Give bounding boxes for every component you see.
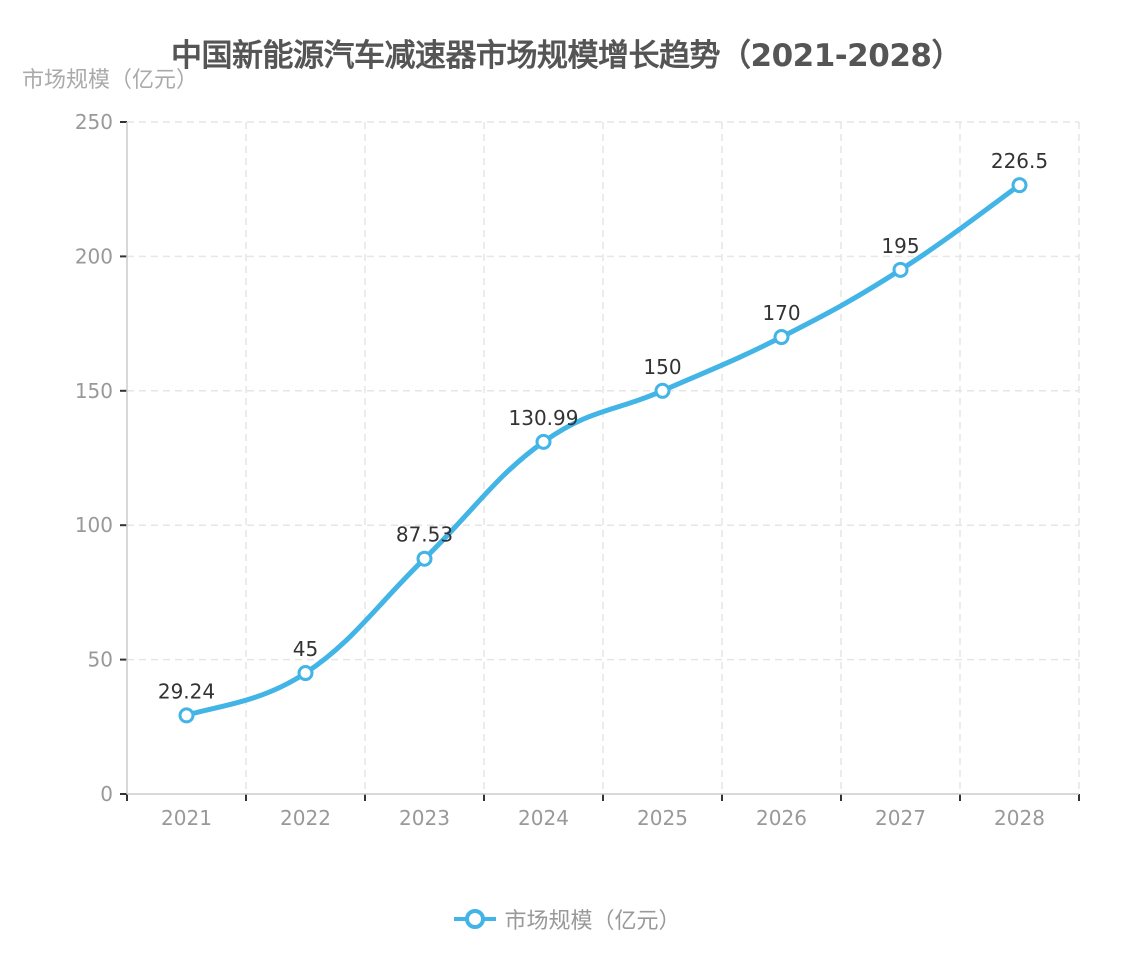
x-tick-label: 2028: [994, 806, 1045, 830]
data-label: 130.99: [509, 406, 579, 430]
x-tick-label: 2025: [637, 806, 688, 830]
y-tick-label: 100: [75, 513, 113, 537]
data-point-marker: [297, 665, 314, 682]
legend-label: 市场规模（亿元）: [504, 909, 681, 934]
x-tick-label: 2021: [161, 806, 212, 830]
data-labels: 29.24 45 87.53 130.99 150 170 195 226.5: [158, 149, 1048, 703]
legend-line-circle-icon: [454, 909, 497, 929]
x-tick-label: 2027: [875, 806, 926, 830]
x-tick-label: 2023: [399, 806, 450, 830]
y-tick-label: 50: [88, 648, 113, 672]
data-label: 226.5: [991, 149, 1048, 173]
legend[interactable]: 市场规模（亿元）: [0, 903, 1133, 935]
series-path: [184, 182, 1022, 718]
data-point-marker: [416, 550, 433, 567]
data-label: 87.53: [396, 523, 453, 547]
data-label: 45: [293, 637, 318, 661]
x-tick-label: 2024: [518, 806, 569, 830]
y-axis-title: 市场规模（亿元）: [22, 68, 199, 93]
y-tick-label: 150: [75, 379, 113, 403]
axes: 0 50 100 150 200 250 2021 2022 2023 2024 2025 2026 2…: [75, 110, 1080, 830]
y-tick-label: 200: [75, 244, 113, 268]
data-label: 150: [643, 355, 681, 379]
x-tick-label: 2026: [756, 806, 807, 830]
x-tick-label: 2022: [280, 806, 331, 830]
data-point-marker: [892, 261, 909, 278]
data-point-marker: [535, 433, 552, 450]
y-tick-label: 250: [75, 110, 113, 134]
data-point-marker: [1011, 177, 1028, 194]
series-line: [178, 177, 1028, 724]
data-label: 170: [762, 301, 800, 325]
data-point-marker: [654, 382, 671, 399]
data-label: 29.24: [158, 679, 215, 703]
y-tick-label: 0: [100, 782, 113, 806]
data-point-marker: [773, 329, 790, 346]
data-label: 195: [881, 234, 919, 258]
data-point-marker: [178, 707, 195, 724]
chart-title: 中国新能源汽车减速器市场规模增长趋势（2021-2028）: [171, 38, 962, 74]
